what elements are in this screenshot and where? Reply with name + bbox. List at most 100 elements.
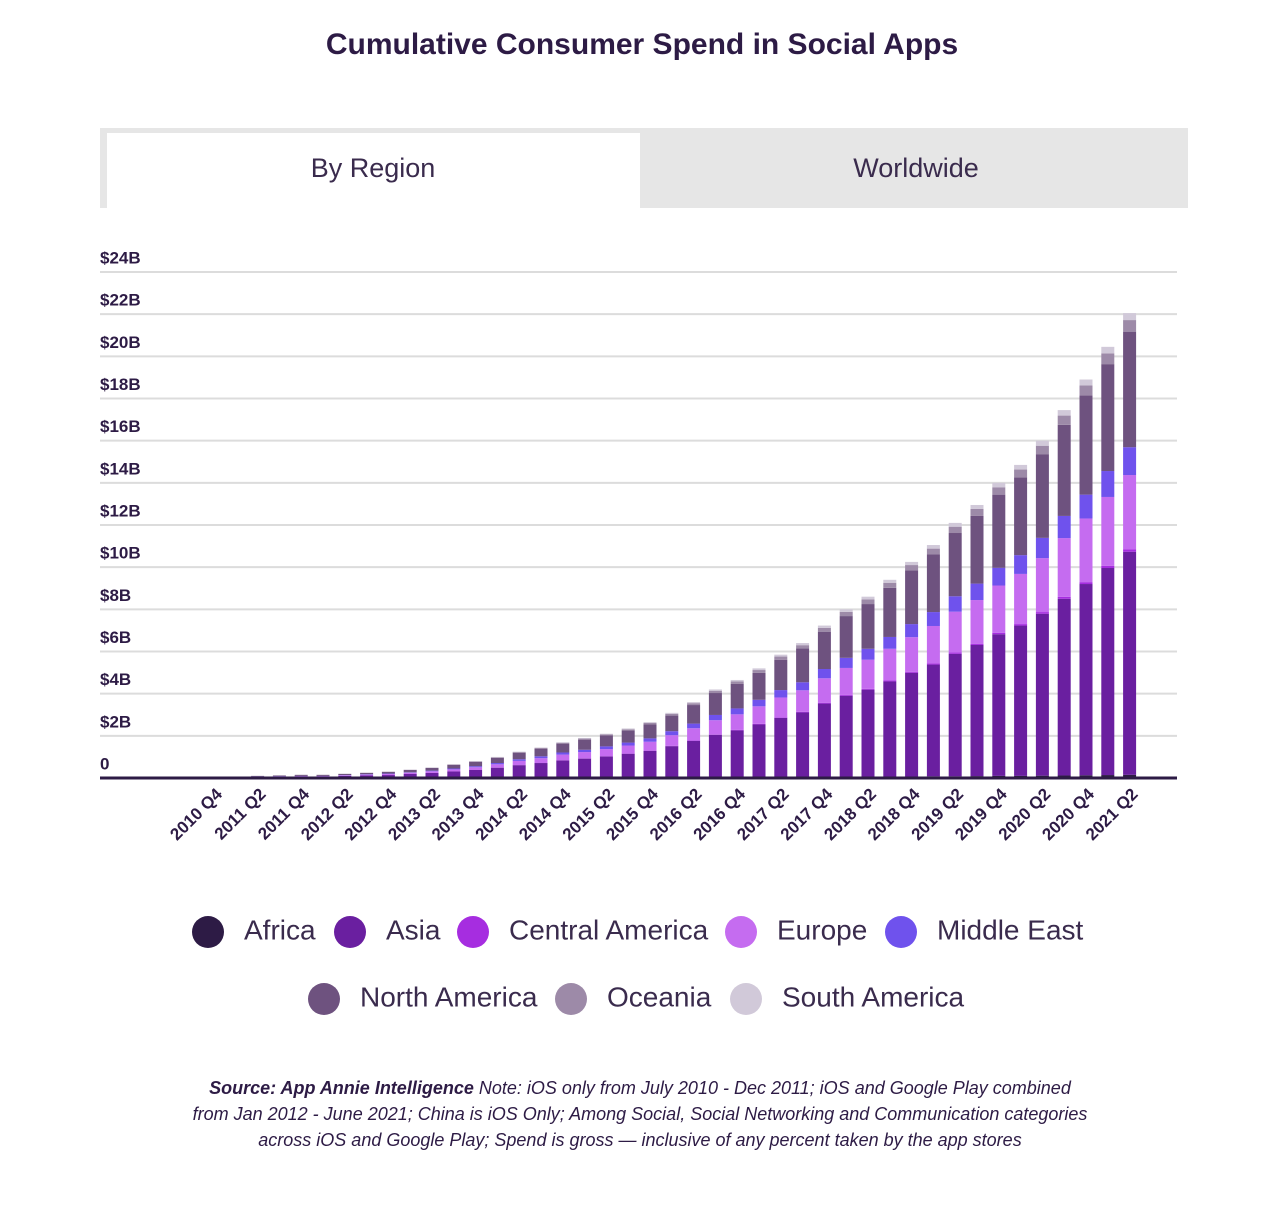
bar-segment	[599, 734, 613, 736]
tab-label[interactable]: By Region	[311, 153, 436, 183]
y-tick-label: $20B	[100, 333, 141, 352]
bar-segment	[556, 742, 570, 743]
bar-segment	[1101, 496, 1115, 566]
bar-segment	[883, 681, 897, 777]
bar-segment	[469, 769, 483, 778]
bar-segment	[665, 715, 679, 732]
bar-segment	[970, 508, 984, 516]
note: Note: iOS only from July 2010 - Dec 2011…	[192, 1078, 1088, 1150]
bar-segment	[556, 743, 570, 753]
bar-segment	[730, 681, 744, 684]
bar-segment	[905, 671, 919, 673]
bar-segment	[752, 672, 766, 700]
bar-segment	[599, 733, 613, 735]
bar-segment	[578, 749, 592, 753]
legend-swatch	[457, 916, 489, 948]
bar-segment	[469, 766, 483, 768]
bar-segment	[665, 731, 679, 736]
bar-segment	[774, 656, 788, 660]
bar-segment	[599, 749, 613, 757]
bar-segment	[643, 750, 657, 778]
bar-segment	[578, 737, 592, 739]
bar-segment	[905, 672, 919, 777]
bar-segment	[556, 760, 570, 778]
bar-segment	[1057, 410, 1071, 416]
bar-segment	[1079, 379, 1093, 386]
plot: 0 $2B $4B $6B $8B $10B $12B $14B $16B $18B $20B $22…	[100, 248, 1177, 844]
bar-segment	[861, 689, 875, 777]
bar-segment	[621, 742, 635, 746]
bar-segment	[599, 746, 613, 750]
bar-segment	[992, 634, 1006, 776]
bar-segment	[1123, 549, 1137, 552]
bar-segment	[752, 706, 766, 724]
bar-segment	[1079, 584, 1093, 776]
legend-label: Africa	[244, 914, 316, 945]
bar-segment	[796, 682, 810, 691]
bar-segment	[992, 494, 1006, 568]
bar-segment	[948, 596, 962, 612]
legend-swatch	[725, 916, 757, 948]
bar-segment	[708, 690, 722, 694]
bar-segment	[687, 702, 701, 704]
bar-segment	[708, 720, 722, 735]
bar-segment	[512, 759, 526, 761]
bar-segment	[1057, 598, 1071, 776]
bar-segment	[905, 561, 919, 566]
bar-segment	[861, 596, 875, 600]
bar-segment	[774, 717, 788, 718]
bar-segment	[948, 611, 962, 653]
bar-segment	[1057, 515, 1071, 539]
bar-segment	[1014, 477, 1028, 556]
bar-segment	[1035, 558, 1049, 613]
bar-segment	[883, 680, 897, 682]
bar-segment	[1035, 613, 1049, 776]
bar-segment	[1079, 395, 1093, 495]
bar-segment	[1079, 385, 1093, 396]
bar-segment	[905, 570, 919, 625]
tab-label[interactable]: Worldwide	[853, 153, 979, 183]
bar-segment	[556, 752, 570, 755]
bar-segment	[926, 663, 940, 665]
bar-segment	[774, 659, 788, 691]
y-tick-label: 0	[100, 754, 109, 773]
bar-segment	[1057, 538, 1071, 597]
bar-segment	[817, 678, 831, 703]
bar-segment	[948, 533, 962, 597]
bar-segment	[1057, 424, 1071, 516]
legend-label: South America	[782, 981, 965, 1012]
bar-segment	[796, 690, 810, 712]
bar-segment	[1101, 568, 1115, 776]
bar-segment	[1123, 447, 1137, 476]
bar-segment	[970, 504, 984, 509]
bar-segment	[643, 724, 657, 739]
bar-segment	[1123, 331, 1137, 448]
bar-segment	[752, 724, 766, 778]
bar-segment	[992, 482, 1006, 488]
bar-segment	[883, 579, 897, 583]
bar-segment	[534, 763, 548, 778]
bar-segment	[817, 625, 831, 628]
bar-segment	[512, 765, 526, 778]
bar-segment	[447, 768, 461, 770]
bar-segment	[752, 670, 766, 673]
tab-active[interactable]	[107, 133, 640, 211]
bar-segment	[708, 714, 722, 721]
bar-segment	[730, 714, 744, 730]
bar-segment	[578, 738, 592, 740]
bar-segment	[1014, 624, 1028, 626]
bar-segment	[665, 712, 679, 714]
bar-segment	[1035, 445, 1049, 455]
bar-segment	[948, 652, 962, 654]
bar-segment	[1014, 469, 1028, 478]
footnote: Source: App Annie Intelligence Note: iOS…	[190, 1075, 1090, 1153]
bar-segment	[447, 771, 461, 778]
bar-segment	[796, 645, 810, 649]
bar-segment	[403, 773, 417, 778]
bar-segment	[839, 611, 853, 617]
bar-segment	[839, 609, 853, 612]
bar-segment	[1035, 454, 1049, 538]
bar-segment	[839, 657, 853, 668]
bar-segment	[1101, 353, 1115, 365]
